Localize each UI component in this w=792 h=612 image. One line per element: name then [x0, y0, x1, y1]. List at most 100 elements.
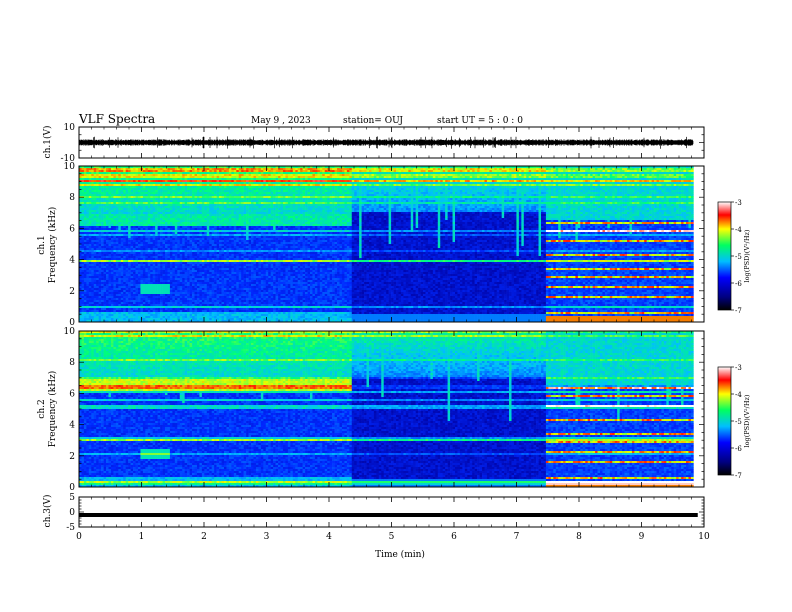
spectrogram-cell: [101, 196, 104, 198]
spectrogram-cell: [91, 212, 94, 214]
spectrogram-cell: [89, 226, 92, 228]
spectrogram-cell: [91, 280, 94, 282]
spectrogram-cell: [91, 188, 94, 190]
spectrogram-cell: [108, 184, 111, 186]
spectrogram-cell: [89, 266, 92, 268]
spectrogram-cell: [96, 178, 99, 180]
spectrogram-cell: [91, 290, 94, 292]
spectrogram-cell: [81, 244, 84, 246]
spectrogram-cell: [108, 188, 111, 190]
spectrogram-cell: [96, 238, 99, 240]
spectrogram-cell: [106, 202, 109, 204]
spectrogram-cell: [86, 198, 89, 200]
spectrogram-cell: [86, 210, 89, 212]
spectrogram-cell: [81, 308, 84, 310]
spectrogram-cell: [86, 314, 89, 316]
spectrogram-cell: [94, 210, 97, 212]
spectrogram-cell: [89, 206, 92, 208]
spectrogram-cell: [86, 214, 89, 216]
spectrogram-cell: [106, 286, 109, 288]
spectrogram-cell: [101, 230, 104, 232]
spectrogram-cell: [101, 242, 104, 244]
spectrogram-cell: [86, 262, 89, 264]
spectrogram-cell: [106, 180, 109, 182]
spectrogram-cell: [84, 274, 87, 276]
spectrogram-cell: [104, 180, 107, 182]
spectrogram-cell: [91, 298, 94, 300]
spectrogram-cell: [108, 172, 111, 174]
spectrogram-cell: [104, 296, 107, 298]
spectrogram-cell: [89, 300, 92, 302]
spectrogram-cell: [106, 266, 109, 268]
spectrogram-cell: [106, 238, 109, 240]
spectrogram-cell: [86, 222, 89, 224]
spectrogram-cell: [89, 182, 92, 184]
spectrogram-cell: [91, 288, 94, 290]
spectrogram-cell: [104, 202, 107, 204]
spectrogram-cell: [94, 172, 97, 174]
spectrogram-cell: [99, 204, 102, 206]
spectrogram-cell: [96, 230, 99, 232]
spectrogram-cell: [84, 258, 87, 260]
spectrogram-cell: [108, 200, 111, 202]
spectrogram-cell: [91, 224, 94, 226]
spectrogram-cell: [91, 170, 94, 172]
spectrogram-cell: [91, 190, 94, 192]
spectrogram-cell: [84, 198, 87, 200]
spectrogram-cell: [94, 188, 97, 190]
spectrogram-cell: [104, 276, 107, 278]
spectrogram-cell: [81, 226, 84, 228]
spectrogram-cell: [91, 294, 94, 296]
spectrogram-cell: [106, 200, 109, 202]
spectrogram-cell: [99, 180, 102, 182]
spectrogram-cell: [106, 210, 109, 212]
spectrogram-cell: [91, 254, 94, 256]
spectrogram-cell: [89, 186, 92, 188]
spectrogram-cell: [101, 236, 104, 238]
spectrogram-cell: [94, 318, 97, 320]
spectrogram-cell: [96, 228, 99, 230]
spectrogram-cell: [94, 176, 97, 178]
spectrogram-cell: [106, 176, 109, 178]
spectrogram-cell: [96, 190, 99, 192]
spectrogram-cell: [108, 280, 111, 282]
spectrogram-cell: [81, 242, 84, 244]
spectrogram-cell: [84, 298, 87, 300]
spectrogram-cell: [96, 194, 99, 196]
spectrogram-cell: [89, 232, 92, 234]
spectrogram-cell: [84, 222, 87, 224]
spectrogram-cell: [86, 170, 89, 172]
spectrogram-cell: [91, 282, 94, 284]
spectrogram-cell: [96, 318, 99, 320]
spectrogram-cell: [81, 236, 84, 238]
spectrogram-cell: [86, 286, 89, 288]
spectrogram-cell: [108, 216, 111, 218]
spectrogram-cell: [106, 284, 109, 286]
spectrogram-cell: [99, 254, 102, 256]
spectrogram-cell: [99, 210, 102, 212]
spectrogram-cell: [91, 262, 94, 264]
spectrogram-cell: [104, 220, 107, 222]
spectrogram-cell: [104, 266, 107, 268]
spectrogram-cell: [84, 302, 87, 304]
spectrogram-cell: [81, 206, 84, 208]
spectrogram-cell: [91, 308, 94, 310]
spectrogram-cell: [104, 184, 107, 186]
spectrogram-cell: [86, 248, 89, 250]
spectrogram-cell: [108, 222, 111, 224]
spectrogram-cell: [94, 184, 97, 186]
spectrogram-cell: [96, 260, 99, 262]
spectrogram-cell: [84, 264, 87, 266]
spectrogram-cell: [94, 170, 97, 172]
spectrogram-cell: [81, 246, 84, 248]
spectrogram-cell: [108, 208, 111, 210]
spectrogram-cell: [86, 226, 89, 228]
spectrogram-cell: [104, 242, 107, 244]
spectrogram-cell: [94, 238, 97, 240]
spectrogram-cell: [86, 298, 89, 300]
spectrogram-cell: [108, 218, 111, 220]
spectrogram-cell: [101, 188, 104, 190]
spectrogram-cell: [104, 194, 107, 196]
spectrogram-cell: [81, 180, 84, 182]
spectrogram-cell: [91, 204, 94, 206]
